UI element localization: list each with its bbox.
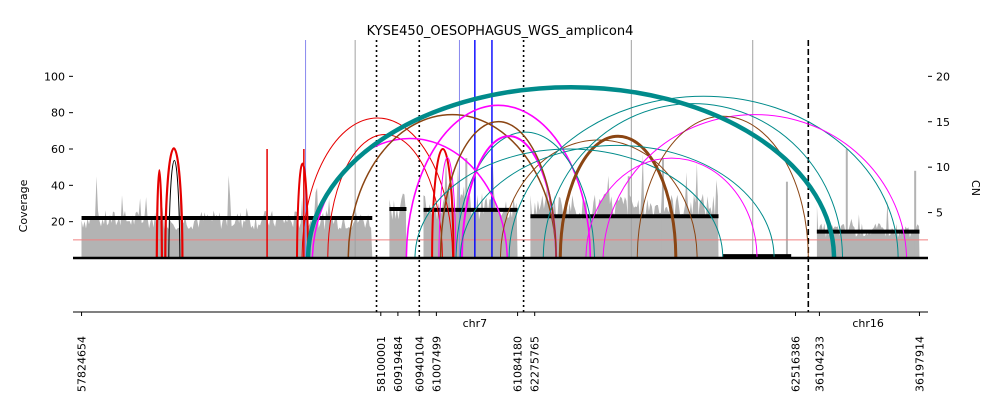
sv-arc-1 (164, 147, 184, 259)
y-tick-label-3: 80 (51, 107, 65, 120)
sv-arc-15 (558, 134, 678, 259)
y-tick-label-4: 100 (44, 70, 65, 83)
coverage-spike-4 (845, 149, 848, 258)
x-tick-label-0: 57824654 (76, 336, 89, 392)
y-tick-label-1: 40 (51, 179, 65, 192)
x-tick-label-5: 61084180 (512, 336, 525, 392)
sv-arc-23 (305, 84, 837, 259)
coverage-block-2 (423, 154, 518, 258)
coverage-block-3 (530, 153, 719, 258)
sv-arc-0 (155, 169, 163, 259)
sv-arc-21 (602, 114, 908, 259)
coverage-block-5 (816, 200, 920, 258)
x-tick-label-7: 62516386 (790, 336, 803, 392)
sv-arc-5 (327, 134, 443, 259)
chromosome-label-1: chr16 (852, 317, 884, 330)
x-tick-label-2: 60919484 (392, 336, 405, 392)
sv-arc-9 (438, 157, 457, 259)
coverage-spike-2 (661, 158, 664, 258)
sv-arcs (155, 84, 908, 259)
sv-arc-17 (459, 144, 775, 259)
coverage-spike-3 (785, 181, 788, 258)
sv-arc-19 (542, 103, 843, 259)
sv-arc-18 (508, 95, 899, 259)
axes: 20 40 60 80 100 5 10 15 20 (44, 70, 950, 260)
y2-tick-label-2: 15 (936, 116, 950, 129)
x-tick-label-3: 60940104 (413, 336, 426, 392)
sv-arc-10 (500, 139, 698, 259)
sv-arc-3 (296, 162, 310, 259)
sv-arc-20 (585, 157, 758, 259)
cn-segments (81, 206, 920, 259)
sv-arc-11 (405, 104, 592, 259)
y2-tick-label-1: 10 (936, 161, 950, 174)
y2-tick-label-0: 5 (936, 207, 943, 220)
sv-arc-7 (347, 113, 557, 259)
lower-axis: 57824654 58100001 60919484 60940104 61007499… (73, 311, 928, 392)
y-axis-label: Coverage (17, 179, 30, 232)
sv-arc-8 (431, 148, 455, 259)
coverage-block-1 (389, 193, 407, 258)
x-tick-label-9: 36197914 (914, 336, 927, 392)
x-tick-label-6: 62275765 (529, 336, 542, 392)
chromosome-label-0: chr7 (463, 317, 488, 330)
y2-axis-label: CN (969, 180, 982, 196)
x-tick-label-8: 36104233 (813, 336, 826, 392)
chart-title: KYSE450_OESOPHAGUS_WGS_amplicon4 (367, 24, 634, 39)
y2-tick-label-3: 20 (936, 70, 950, 83)
x-tick-label-4: 61007499 (430, 336, 443, 392)
sv-arc-14 (439, 120, 557, 259)
coverage-block-0 (81, 175, 373, 258)
coverage-spike-5 (914, 170, 917, 258)
breakpoint-lines (305, 40, 810, 312)
y-tick-label-2: 60 (51, 143, 65, 156)
sv-arc-2 (168, 159, 181, 259)
x-tick-label-1: 58100001 (375, 336, 388, 392)
sv-arc-16 (414, 148, 724, 259)
sv-arc-12 (455, 131, 595, 259)
y-tick-label-0: 20 (51, 216, 65, 229)
